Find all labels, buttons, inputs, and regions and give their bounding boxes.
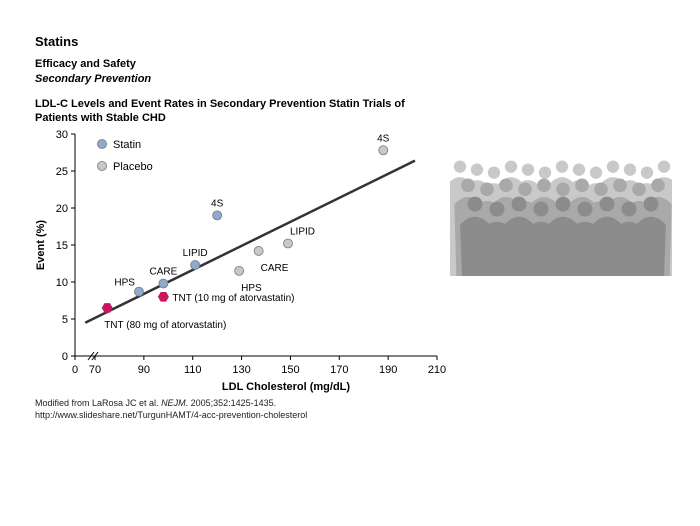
legend-marker-statin [97, 139, 107, 149]
y-tick-label: 5 [62, 314, 68, 326]
data-label: LIPID [183, 248, 208, 259]
axis-break-mark [87, 351, 95, 361]
data-point-statin [212, 210, 223, 221]
person-head [555, 160, 569, 173]
data-point-placebo [283, 238, 293, 249]
legend-label-placebo: Placebo [113, 161, 153, 173]
person-head [504, 160, 518, 173]
person-head [537, 178, 551, 193]
source-line-1: Modified from LaRosa JC et al. NEJM. 200… [35, 397, 307, 409]
data-label: CARE [261, 263, 289, 274]
data-point-placebo [378, 145, 389, 156]
person-head [606, 160, 620, 173]
data-point-statin [134, 286, 144, 297]
data-label: 4S [211, 198, 224, 209]
x-tick-label: 110 [184, 364, 202, 376]
y-tick-label: 15 [56, 240, 68, 252]
x-tick-label: 70 [89, 364, 101, 376]
data-label: HPS [114, 278, 135, 289]
data-label: LIPID [290, 227, 315, 238]
source-line-2: http://www.slideshare.net/TurgunHAMT/4-a… [35, 410, 308, 420]
x-tick-label: 210 [428, 364, 446, 376]
data-label: CARE [150, 266, 178, 277]
person-head [480, 182, 494, 197]
data-point-statin [158, 278, 169, 289]
person-head [470, 163, 484, 176]
data-point-tnt [101, 303, 113, 313]
person-head [577, 201, 593, 217]
data-point-tnt [157, 292, 169, 302]
chart-title: LDL-C Levels and Event Rates in Secondar… [35, 97, 405, 125]
crowd-silhouette-illustration [450, 160, 672, 276]
data-label: 4S [377, 133, 390, 144]
person-head [640, 166, 654, 179]
y-tick-label: 10 [56, 277, 68, 289]
x-tick-label: 170 [330, 364, 348, 376]
person-head [521, 163, 535, 176]
person-head [572, 163, 586, 176]
person-head [518, 182, 532, 197]
chart-title-line-1: LDL-C Levels and Event Rates in Secondar… [35, 98, 405, 110]
person-head [643, 196, 659, 212]
person-head [499, 178, 513, 193]
person-head [599, 196, 615, 212]
y-tick-label: 30 [56, 129, 68, 141]
person-head [489, 201, 505, 217]
legend-label-statin: Statin [113, 139, 141, 151]
data-label: TNT (80 mg of atorvastatin) [104, 320, 226, 331]
data-point-statin [190, 260, 201, 270]
data-label: TNT (10 mg of atorvastatin) [172, 293, 294, 304]
source-prefix: Modified from LaRosa JC et al. [35, 398, 162, 408]
x-tick-label: 90 [138, 364, 150, 376]
person-head [555, 196, 571, 212]
section-subtitle: Efficacy and Safety [35, 58, 136, 70]
person-head [575, 178, 589, 193]
x-tick-label: 130 [232, 364, 250, 376]
person-head [467, 196, 483, 212]
person-head [594, 182, 608, 197]
source-citation: Modified from LaRosa JC et al. NEJM. 200… [35, 397, 307, 421]
person-head [613, 178, 627, 193]
person-head [623, 163, 637, 176]
data-point-placebo [253, 246, 264, 256]
person-head [538, 166, 552, 179]
person-head [589, 166, 603, 179]
data-point-placebo [234, 265, 245, 276]
person-head [461, 178, 475, 193]
person-head [487, 166, 501, 179]
person-head [453, 160, 467, 173]
source-journal: NEJM [161, 398, 186, 408]
section-subtitle-italic: Secondary Prevention [35, 73, 152, 85]
x-tick-label: 0 [72, 364, 78, 376]
person-head [657, 160, 671, 173]
person-body [636, 216, 666, 276]
source-suffix: . 2005;352:1425-1435. [185, 398, 277, 408]
person-head [621, 201, 637, 217]
y-tick-label: 25 [56, 166, 68, 178]
y-tick-label: 20 [56, 203, 68, 215]
x-tick-label: 150 [281, 364, 299, 376]
data-label: HPS [241, 283, 262, 294]
person-head [632, 182, 646, 197]
person-head [533, 201, 549, 217]
crowd-person-front [636, 196, 666, 276]
page-title: Statins [35, 34, 79, 49]
person-head [651, 178, 665, 193]
x-tick-label: 190 [379, 364, 397, 376]
legend-marker-placebo [97, 161, 107, 171]
person-head [556, 182, 570, 197]
chart-title-line-2: Patients with Stable CHD [35, 112, 166, 124]
y-tick-label: 0 [62, 351, 68, 363]
person-head [511, 196, 527, 212]
x-axis-label: LDL Cholesterol (mg/dL) [222, 381, 350, 393]
y-axis-label: Event (%) [35, 220, 47, 270]
